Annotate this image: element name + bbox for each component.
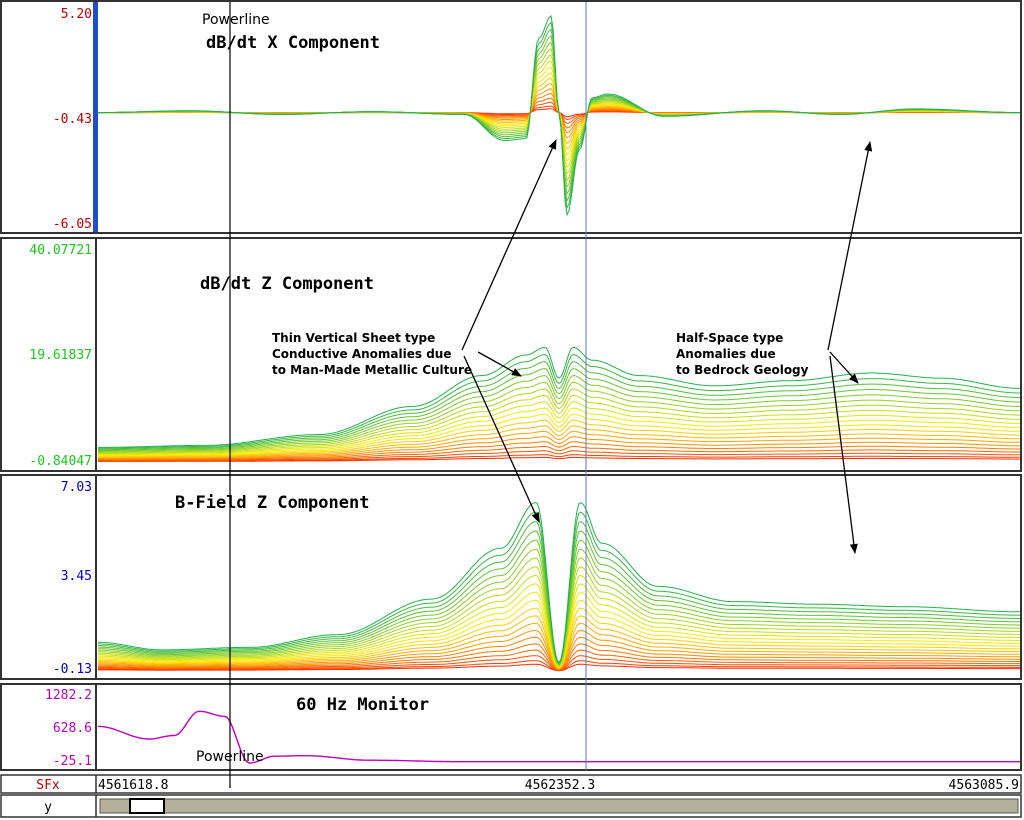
- hz-tick-bottom: -25.1: [53, 754, 92, 769]
- z-curve-14: [98, 381, 1020, 453]
- z-curve-15: [98, 374, 1020, 452]
- z-curve-17: [98, 361, 1020, 450]
- hz-tick-top: 1282.2: [45, 688, 92, 703]
- b-panel-title: B-Field Z Component: [175, 493, 369, 513]
- y-track-label: y: [44, 800, 52, 815]
- z-curve-5: [98, 436, 1020, 460]
- z-curve-6: [98, 430, 1020, 459]
- x-tick-left: 4561618.8: [98, 778, 168, 793]
- z-curve-8: [98, 419, 1020, 458]
- hz-curve-0: [98, 710, 1020, 764]
- z-curve-19: [98, 346, 1020, 448]
- x-tick-mid: -0.43: [53, 112, 92, 127]
- x-tick-right: 4563085.9: [949, 778, 1019, 793]
- hz-panel-frame: [0, 683, 1022, 771]
- annotation-arrows: [461, 139, 873, 554]
- hz-tick-mid: 628.6: [53, 721, 92, 736]
- z-curve-12: [98, 394, 1020, 454]
- x-axis-strip: [0, 774, 1022, 794]
- b-curve-21: [98, 502, 1020, 664]
- x-tick-center: 4562352.3: [525, 778, 595, 793]
- z-curves: [98, 346, 1021, 462]
- b-curves: [97, 502, 1020, 672]
- z-curve-9: [98, 413, 1020, 457]
- arrow-thin-to-x: [461, 139, 557, 351]
- arrow-half-to-b: [829, 355, 858, 554]
- z-tick-mid: 19.61837: [29, 348, 92, 363]
- z-curve-18: [98, 353, 1020, 449]
- x-tick-top: 5.20: [61, 7, 92, 22]
- b-tick-bottom: -0.13: [53, 662, 92, 677]
- z-curve-10: [98, 407, 1020, 456]
- half-space-line-2: Anomalies due: [676, 347, 776, 361]
- y-track-thumb[interactable]: [129, 798, 165, 814]
- z-panel-title: dB/dt Z Component: [200, 274, 374, 294]
- arrow-thin-to-b: [463, 355, 540, 523]
- thin-sheet-line-2: Conductive Anomalies due: [272, 347, 451, 361]
- thin-sheet-line-1: Thin Vertical Sheet type: [272, 331, 435, 345]
- z-curve-1: [98, 454, 1020, 462]
- half-space-line-1: Half-Space type: [676, 331, 783, 345]
- powerline-label-bottom: Powerline: [196, 749, 264, 765]
- z-curve-13: [98, 388, 1020, 454]
- z-curve-2: [98, 450, 1020, 462]
- arrow-half-to-x: [827, 141, 873, 351]
- half-space-line-3: to Bedrock Geology: [676, 363, 809, 377]
- x-curve-17: [98, 15, 1020, 217]
- x-curves: [98, 15, 1020, 217]
- y-track[interactable]: [99, 798, 1019, 814]
- z-curve-11: [98, 401, 1020, 455]
- x-panel-title: dB/dt X Component: [206, 33, 380, 53]
- z-panel-frame: [0, 237, 1022, 472]
- thin-sheet-line-3: to Man-Made Metallic Culture: [272, 363, 472, 377]
- b-tick-top: 7.03: [61, 480, 92, 495]
- hz-panel-title: 60 Hz Monitor: [296, 695, 429, 715]
- sfx-label: SFx: [36, 778, 60, 793]
- hz-curves: [98, 710, 1020, 764]
- blue-scroll-bar[interactable]: [93, 2, 98, 232]
- z-curve-16: [98, 368, 1021, 451]
- x-tick-bottom: -6.05: [53, 217, 92, 232]
- arrow-half-to-z: [829, 351, 859, 384]
- b-panel-frame: [0, 474, 1022, 680]
- b-tick-mid: 3.45: [61, 569, 92, 584]
- arrow-thin-to-z: [477, 351, 522, 377]
- powerline-label-top: Powerline: [202, 12, 270, 28]
- z-tick-top: 40.07721: [29, 243, 92, 258]
- z-curve-4: [98, 441, 1020, 460]
- z-curve-3: [98, 446, 1020, 461]
- z-tick-bottom: -0.84047: [29, 454, 92, 469]
- z-curve-7: [98, 425, 1020, 458]
